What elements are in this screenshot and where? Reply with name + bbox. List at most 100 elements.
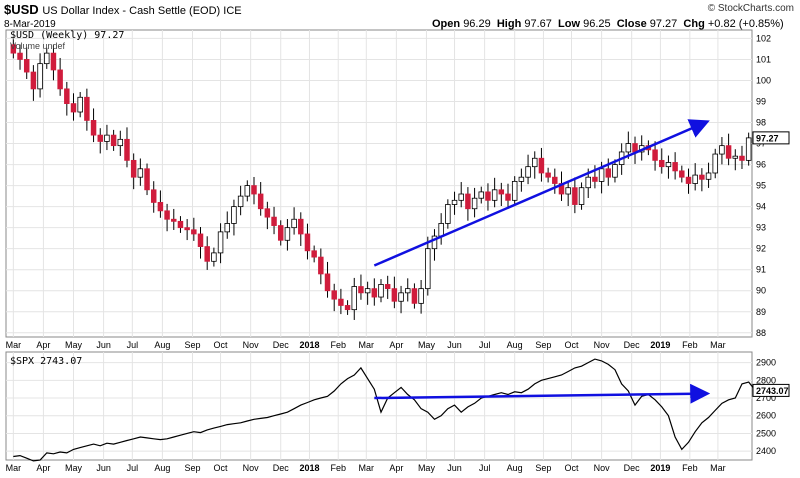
- candle-body: [331, 290, 337, 300]
- upper-x-tick-label: Dec: [624, 340, 641, 350]
- candle-body: [137, 168, 144, 178]
- candle: [264, 201, 271, 230]
- candle-body: [177, 220, 184, 229]
- candle-body: [311, 250, 317, 258]
- candle-body: [398, 292, 404, 302]
- candle-body: [632, 143, 638, 153]
- lower-x-tick-label: Oct: [214, 463, 229, 473]
- candle-body: [745, 137, 752, 161]
- candle-body: [411, 288, 418, 304]
- candle: [478, 186, 485, 204]
- candle: [552, 168, 558, 194]
- candle-body: [204, 246, 210, 262]
- lower-x-tick-label: Oct: [565, 463, 580, 473]
- candle: [431, 229, 438, 261]
- candle-body: [451, 199, 458, 205]
- upper-trendline-arrow: [373, 119, 710, 267]
- candle-body: [585, 176, 591, 189]
- candle: [97, 128, 103, 154]
- upper-last-value-box: [752, 131, 790, 145]
- candle-body: [672, 162, 678, 172]
- candle-body: [264, 208, 271, 218]
- upper-y-tick-label: 102: [756, 33, 771, 43]
- candle: [404, 278, 411, 302]
- candle-body: [384, 284, 391, 290]
- candle: [525, 154, 531, 185]
- candle: [351, 277, 358, 320]
- lower-x-tick-label: 2018: [299, 463, 319, 473]
- candle-body: [50, 52, 57, 71]
- close-label: Close: [616, 18, 647, 30]
- upper-x-tick-label: Feb: [682, 340, 698, 350]
- lower-x-tick-label: 2019: [650, 463, 670, 473]
- candle: [304, 223, 311, 260]
- candle: [90, 108, 97, 143]
- candle-body: [17, 52, 23, 60]
- upper-y-tick-label: 101: [756, 54, 771, 64]
- upper-y-tick-label: 88: [756, 328, 766, 338]
- candle: [625, 131, 632, 159]
- lower-x-tick-label: Nov: [594, 463, 611, 473]
- candle-body: [291, 218, 297, 229]
- candle-body: [110, 134, 117, 147]
- candle: [70, 93, 77, 121]
- lower-x-tick-label: Mar: [710, 463, 726, 473]
- candle-body: [277, 225, 284, 241]
- upper-x-tick-label: Jun: [96, 340, 111, 350]
- lower-last-value-box: [752, 383, 790, 397]
- candle: [271, 206, 277, 235]
- candle: [217, 223, 224, 264]
- ohlc-readout: Open 96.29 High 97.67 Low 96.25 Close 97…: [432, 18, 784, 30]
- candle: [659, 148, 665, 174]
- candle: [411, 283, 418, 309]
- candle-body: [418, 288, 424, 304]
- upper-x-tick-label: Jun: [447, 340, 462, 350]
- candle-body: [679, 170, 685, 178]
- candle-body: [652, 149, 658, 161]
- candle-body: [552, 176, 558, 184]
- candle-body: [358, 286, 364, 294]
- candle: [237, 185, 244, 216]
- candle: [685, 168, 692, 194]
- candle-body: [57, 69, 63, 90]
- candle-body: [84, 96, 90, 121]
- upper-x-tick-label: Sep: [184, 340, 200, 350]
- candle-body: [545, 172, 551, 178]
- candle: [672, 152, 678, 180]
- candle: [150, 181, 157, 213]
- upper-y-tick-label: 98: [756, 118, 766, 128]
- candle: [251, 176, 257, 205]
- candle-body: [164, 210, 170, 220]
- upper-x-tick-label: 2018: [299, 340, 319, 350]
- candle-body: [592, 176, 598, 182]
- candle-body: [505, 193, 511, 201]
- candle: [44, 47, 50, 69]
- candle: [50, 44, 57, 81]
- upper-x-tick-label: Jul: [127, 340, 139, 350]
- candle: [605, 158, 612, 186]
- chart-description: US Dollar Index - Cash Settle (EOD) ICE: [42, 5, 242, 17]
- candle-body: [612, 164, 618, 178]
- upper-legend: $USD (Weekly) 97.27 Volume undef: [10, 30, 124, 51]
- upper-legend-volume: Volume undef: [10, 41, 66, 51]
- candle-body: [532, 157, 538, 168]
- candle: [725, 133, 732, 166]
- upper-y-tick-label: 95: [756, 181, 766, 191]
- candle-body: [578, 187, 585, 205]
- candle-body: [211, 252, 217, 262]
- upper-x-tick-label: Apr: [389, 340, 403, 350]
- candle-body: [157, 202, 164, 212]
- upper-x-tick-label: Oct: [565, 340, 580, 350]
- lower-x-tick-label: Nov: [243, 463, 260, 473]
- candle: [284, 219, 291, 251]
- candle-body: [257, 193, 264, 210]
- upper-x-tick-label: Mar: [710, 340, 726, 350]
- candle: [378, 279, 384, 303]
- candle-body: [404, 288, 411, 294]
- candle-body: [224, 223, 230, 233]
- candle-body: [251, 185, 257, 195]
- candle: [458, 182, 464, 208]
- candle: [545, 167, 551, 183]
- candle-body: [391, 288, 398, 302]
- upper-x-tick-label: Jul: [479, 340, 491, 350]
